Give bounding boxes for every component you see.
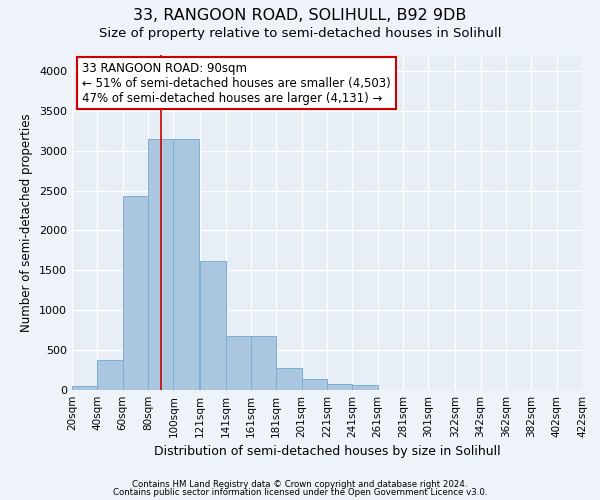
Y-axis label: Number of semi-detached properties: Number of semi-detached properties bbox=[20, 113, 34, 332]
Text: Contains HM Land Registry data © Crown copyright and database right 2024.: Contains HM Land Registry data © Crown c… bbox=[132, 480, 468, 489]
Bar bbox=[251, 336, 276, 390]
Text: Contains public sector information licensed under the Open Government Licence v3: Contains public sector information licen… bbox=[113, 488, 487, 497]
Bar bbox=[226, 336, 251, 390]
Bar bbox=[327, 384, 352, 390]
Bar bbox=[200, 261, 226, 390]
Bar bbox=[352, 385, 378, 390]
Bar bbox=[72, 386, 97, 390]
X-axis label: Distribution of semi-detached houses by size in Solihull: Distribution of semi-detached houses by … bbox=[154, 446, 500, 458]
Bar bbox=[276, 368, 302, 390]
Bar bbox=[173, 139, 199, 390]
Bar bbox=[148, 139, 173, 390]
Text: Size of property relative to semi-detached houses in Solihull: Size of property relative to semi-detach… bbox=[99, 28, 501, 40]
Bar bbox=[302, 379, 327, 390]
Bar bbox=[123, 196, 148, 390]
Text: 33 RANGOON ROAD: 90sqm
← 51% of semi-detached houses are smaller (4,503)
47% of : 33 RANGOON ROAD: 90sqm ← 51% of semi-det… bbox=[82, 62, 391, 104]
Bar bbox=[97, 360, 123, 390]
Text: 33, RANGOON ROAD, SOLIHULL, B92 9DB: 33, RANGOON ROAD, SOLIHULL, B92 9DB bbox=[133, 8, 467, 22]
